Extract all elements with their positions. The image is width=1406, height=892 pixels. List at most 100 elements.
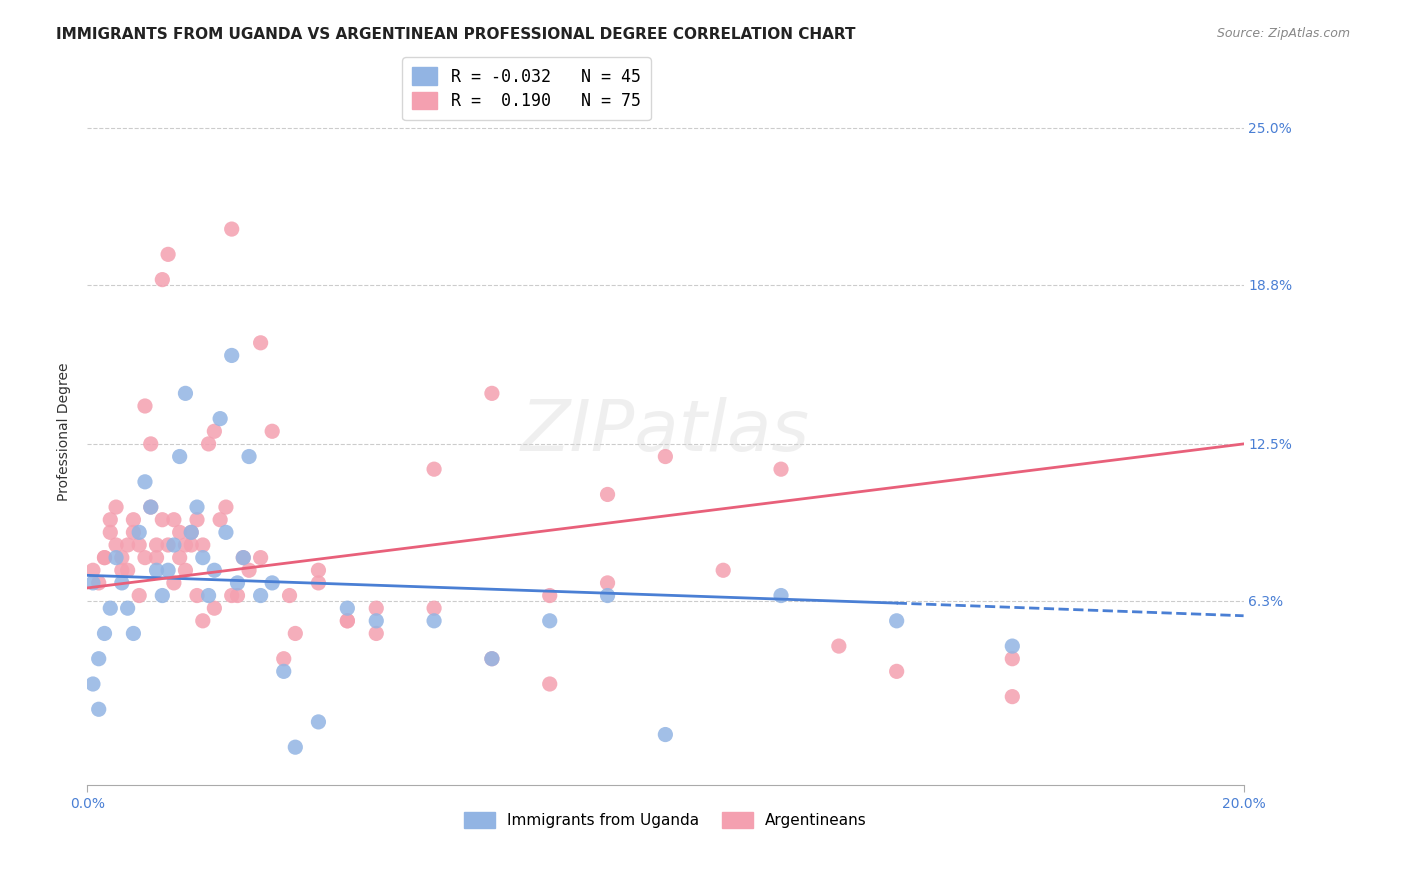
Point xyxy=(336,614,359,628)
Point xyxy=(202,563,225,577)
Point xyxy=(122,626,145,640)
Point xyxy=(197,589,219,603)
Point xyxy=(128,589,150,603)
Point xyxy=(105,550,128,565)
Point xyxy=(221,589,243,603)
Point xyxy=(215,500,238,514)
Point xyxy=(273,651,295,665)
Point xyxy=(111,575,134,590)
Point xyxy=(336,601,359,615)
Point xyxy=(238,450,260,464)
Point xyxy=(423,462,446,476)
Point xyxy=(169,525,191,540)
Point xyxy=(769,589,792,603)
Point xyxy=(105,538,128,552)
Point xyxy=(828,639,851,653)
Point xyxy=(423,614,446,628)
Point xyxy=(93,550,115,565)
Point xyxy=(186,500,208,514)
Point xyxy=(169,550,191,565)
Point xyxy=(93,626,115,640)
Point xyxy=(221,222,243,236)
Point xyxy=(150,272,173,286)
Point xyxy=(366,601,388,615)
Point xyxy=(150,589,173,603)
Point xyxy=(145,538,167,552)
Point xyxy=(238,563,260,577)
Point xyxy=(538,589,561,603)
Point xyxy=(122,525,145,540)
Point xyxy=(122,513,145,527)
Point xyxy=(134,475,156,489)
Point xyxy=(98,601,121,615)
Point xyxy=(105,500,128,514)
Point xyxy=(262,424,284,438)
Point xyxy=(538,614,561,628)
Point xyxy=(186,513,208,527)
Point xyxy=(145,550,167,565)
Point xyxy=(163,538,186,552)
Point xyxy=(174,538,197,552)
Point xyxy=(1001,690,1024,704)
Point xyxy=(197,437,219,451)
Point xyxy=(769,462,792,476)
Point xyxy=(87,702,110,716)
Point xyxy=(134,399,156,413)
Point xyxy=(111,563,134,577)
Point xyxy=(128,525,150,540)
Point xyxy=(538,677,561,691)
Point xyxy=(87,575,110,590)
Point xyxy=(191,550,214,565)
Point xyxy=(481,386,503,401)
Point xyxy=(221,348,243,362)
Point xyxy=(232,550,254,565)
Point xyxy=(307,575,329,590)
Point xyxy=(82,563,104,577)
Point xyxy=(82,677,104,691)
Point xyxy=(157,538,180,552)
Point xyxy=(249,550,271,565)
Point xyxy=(215,525,238,540)
Point xyxy=(82,575,104,590)
Point xyxy=(139,500,162,514)
Point xyxy=(481,651,503,665)
Point xyxy=(163,513,186,527)
Legend: Immigrants from Uganda, Argentineans: Immigrants from Uganda, Argentineans xyxy=(458,805,873,834)
Point xyxy=(117,538,139,552)
Point xyxy=(98,525,121,540)
Point xyxy=(209,513,232,527)
Point xyxy=(134,550,156,565)
Point xyxy=(596,589,619,603)
Point xyxy=(186,589,208,603)
Point xyxy=(278,589,301,603)
Point xyxy=(191,614,214,628)
Point xyxy=(150,513,173,527)
Point xyxy=(596,575,619,590)
Point xyxy=(169,450,191,464)
Point xyxy=(191,538,214,552)
Point xyxy=(128,538,150,552)
Point xyxy=(232,550,254,565)
Point xyxy=(163,575,186,590)
Point xyxy=(180,538,202,552)
Point xyxy=(209,411,232,425)
Point xyxy=(157,247,180,261)
Point xyxy=(180,525,202,540)
Point xyxy=(226,575,249,590)
Point xyxy=(886,614,908,628)
Point xyxy=(117,601,139,615)
Point xyxy=(654,450,676,464)
Point xyxy=(596,487,619,501)
Point xyxy=(226,589,249,603)
Point xyxy=(98,513,121,527)
Point xyxy=(139,500,162,514)
Point xyxy=(307,714,329,729)
Point xyxy=(366,626,388,640)
Point xyxy=(174,563,197,577)
Point xyxy=(423,601,446,615)
Point xyxy=(366,614,388,628)
Text: IMMIGRANTS FROM UGANDA VS ARGENTINEAN PROFESSIONAL DEGREE CORRELATION CHART: IMMIGRANTS FROM UGANDA VS ARGENTINEAN PR… xyxy=(56,27,856,42)
Point xyxy=(886,665,908,679)
Point xyxy=(157,563,180,577)
Point xyxy=(202,601,225,615)
